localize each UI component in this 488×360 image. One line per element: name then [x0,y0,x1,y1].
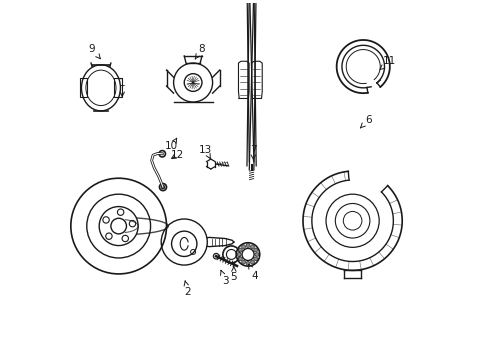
Circle shape [250,260,254,264]
Text: 10: 10 [165,138,178,151]
Circle shape [245,244,249,248]
Circle shape [213,253,219,259]
Text: 1: 1 [119,77,125,96]
Circle shape [238,248,242,252]
Circle shape [250,245,254,249]
Circle shape [245,261,249,265]
Text: 13: 13 [199,145,212,158]
Text: 7: 7 [249,145,256,161]
Text: 9: 9 [89,44,100,59]
Circle shape [237,252,241,256]
Text: 11: 11 [379,56,396,69]
Circle shape [253,257,257,261]
Text: 8: 8 [195,44,205,59]
Circle shape [241,245,245,249]
Text: 3: 3 [220,270,228,286]
Text: 5: 5 [230,267,237,283]
Text: 2: 2 [183,281,191,297]
Text: 6: 6 [360,115,371,128]
Circle shape [253,248,257,252]
Circle shape [241,260,245,264]
Text: 12: 12 [170,150,183,160]
Text: 4: 4 [248,264,258,281]
Circle shape [254,252,258,256]
Circle shape [238,257,242,261]
